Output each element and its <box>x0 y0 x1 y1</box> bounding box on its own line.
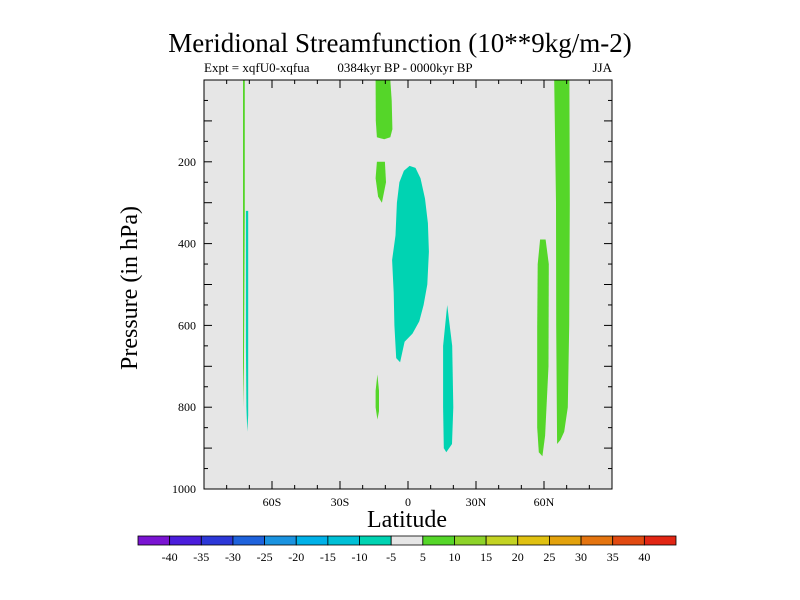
positive-anomaly-region <box>375 80 393 140</box>
colorbar-label: -10 <box>352 550 368 564</box>
negative-anomaly-region <box>245 210 249 432</box>
colorbar-swatch <box>580 535 614 546</box>
colorbar-label: 25 <box>543 550 555 564</box>
colorbar-swatch <box>327 535 360 546</box>
colorbar-label: 30 <box>575 550 587 564</box>
colorbar-swatch <box>485 535 519 546</box>
colorbar-label: -5 <box>386 550 396 564</box>
colorbar-swatch <box>295 535 329 546</box>
colorbar-swatch <box>359 535 392 546</box>
plot-area <box>203 79 613 490</box>
colorbar-label: -15 <box>320 550 336 564</box>
colorbar-swatch <box>200 535 234 546</box>
colorbar-swatch <box>137 535 171 546</box>
colorbar-swatch <box>517 535 550 546</box>
x-tick-label: 60S <box>263 495 282 509</box>
colorbar-label: -20 <box>288 550 304 564</box>
colorbar-swatch <box>454 535 487 546</box>
colorbar-label: 15 <box>480 550 492 564</box>
negative-anomaly-region <box>443 305 454 453</box>
time-range-label: 0384kyr BP - 0000kyr BP <box>337 60 473 75</box>
colorbar-label: -30 <box>225 550 241 564</box>
colorbar-swatch <box>549 535 582 546</box>
axis-tick-labels: 60S 30S 0 30N 60N 200 400 600 800 1000 <box>172 155 555 509</box>
colorbar-label: -40 <box>162 550 178 564</box>
positive-anomaly-region <box>554 80 570 444</box>
positive-anomaly-region <box>537 239 549 457</box>
season-label: JJA <box>592 60 612 75</box>
y-tick-label: 400 <box>178 237 196 251</box>
colorbar-swatch <box>169 535 202 546</box>
axis-ticks <box>203 79 613 490</box>
colorbar-label: 20 <box>512 550 524 564</box>
y-tick-label: 600 <box>178 318 196 332</box>
y-tick-label: 200 <box>178 155 196 169</box>
x-axis-label: Latitude <box>367 507 447 533</box>
y-tick-label: 800 <box>178 400 196 414</box>
negative-anomaly-region <box>392 165 429 363</box>
positive-anomaly-region <box>375 374 379 420</box>
colorbar-label: 40 <box>638 550 650 564</box>
colorbar-swatch <box>264 535 297 546</box>
colorbar-label: -35 <box>193 550 209 564</box>
colorbar-swatch <box>612 535 645 546</box>
colorbar: -40 -35 -30 -25 -20 -15 -10 -5 5 10 15 20 25 30 35 40 <box>137 535 677 564</box>
colorbar-swatch <box>232 535 265 546</box>
colorbar-label: 35 <box>607 550 619 564</box>
experiment-label: Expt = xqfU0-xqfua <box>204 60 310 75</box>
x-tick-label: 30S <box>331 495 350 509</box>
positive-anomaly-region <box>375 161 386 203</box>
x-tick-label: 0 <box>405 495 411 509</box>
positive-anomaly-region <box>243 80 245 408</box>
colorbar-swatch <box>643 535 677 546</box>
colorbar-swatch <box>422 535 455 546</box>
x-tick-label: 30N <box>466 495 487 509</box>
colorbar-label: 10 <box>448 550 460 564</box>
x-tick-label: 60N <box>534 495 555 509</box>
colorbar-label: -25 <box>257 550 273 564</box>
colorbar-label: 5 <box>420 550 426 564</box>
y-tick-label: 1000 <box>172 482 196 496</box>
colorbar-swatch <box>390 535 424 546</box>
y-axis-label: Pressure (in hPa) <box>117 206 143 370</box>
chart-title: Meridional Streamfunction (10**9kg/m-2) <box>168 28 632 58</box>
